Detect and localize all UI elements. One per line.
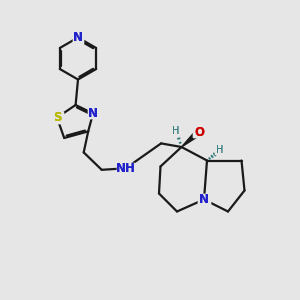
Text: H: H <box>216 145 223 155</box>
Text: NH: NH <box>116 162 136 175</box>
Bar <box>193 127 205 137</box>
Bar <box>73 32 83 43</box>
Bar <box>193 127 205 137</box>
Text: N: N <box>199 193 209 206</box>
Polygon shape <box>182 130 201 147</box>
Text: N: N <box>88 107 98 120</box>
Text: NH: NH <box>116 162 136 175</box>
Bar <box>73 32 83 43</box>
Text: O: O <box>194 125 204 139</box>
Bar <box>51 112 63 123</box>
Bar <box>88 108 98 118</box>
Bar <box>117 163 134 174</box>
Text: N: N <box>73 31 83 44</box>
Text: H: H <box>172 126 180 136</box>
Bar <box>215 146 224 154</box>
Bar <box>88 108 98 118</box>
Bar <box>198 194 210 205</box>
Bar <box>172 127 180 136</box>
Text: S: S <box>53 111 61 124</box>
Bar <box>172 127 180 136</box>
Bar <box>215 146 224 154</box>
Bar <box>51 112 63 123</box>
Bar <box>117 163 134 174</box>
Text: H: H <box>172 126 180 136</box>
Bar <box>198 194 210 205</box>
Text: N: N <box>199 193 209 206</box>
Text: O: O <box>194 125 204 139</box>
Text: N: N <box>88 107 98 120</box>
Text: N: N <box>73 31 83 44</box>
Text: S: S <box>53 111 61 124</box>
Text: H: H <box>216 145 223 155</box>
